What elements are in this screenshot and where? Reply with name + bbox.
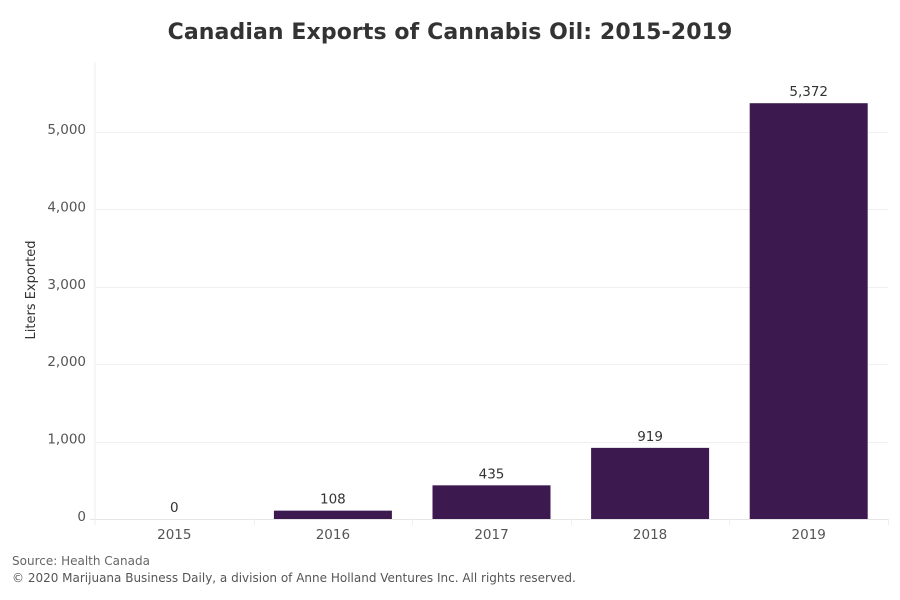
bar-2018[interactable] — [591, 447, 710, 519]
y-tick-label: 2,000 — [47, 354, 86, 370]
y-tick-label: 3,000 — [47, 277, 86, 293]
y-tick-label: 5,000 — [47, 122, 86, 138]
data-label-2018: 919 — [637, 429, 663, 445]
chart-title: Canadian Exports of Cannabis Oil: 2015-2… — [167, 20, 733, 45]
data-label-2019: 5,372 — [789, 84, 828, 100]
bar-2016[interactable] — [273, 510, 392, 519]
x-tick-label-2018: 2018 — [633, 527, 667, 543]
bars: 0 108 435 919 5,372 — [170, 84, 868, 519]
data-label-2015: 0 — [170, 500, 179, 516]
x-axis-ticks: 2015 2016 2017 2018 2019 — [157, 527, 826, 543]
y-tick-label: 4,000 — [47, 199, 86, 215]
data-label-2016: 108 — [320, 492, 346, 508]
source-note: Source: Health Canada — [12, 554, 150, 568]
bar-2019[interactable] — [749, 103, 868, 519]
copyright-note: © 2020 Marijuana Business Daily, a divis… — [12, 571, 576, 585]
y-tick-label: 1,000 — [47, 432, 86, 448]
bar-2017[interactable] — [432, 485, 551, 519]
x-tick-label-2016: 2016 — [316, 527, 350, 543]
x-tick-label-2017: 2017 — [474, 527, 508, 543]
x-tick-label-2019: 2019 — [792, 527, 826, 543]
data-label-2017: 435 — [479, 466, 505, 482]
x-tick-label-2015: 2015 — [157, 527, 191, 543]
y-axis-title: Liters Exported — [24, 240, 39, 339]
y-tick-label: 0 — [77, 509, 86, 525]
y-axis-ticks: 0 1,000 2,000 3,000 4,000 5,000 — [47, 122, 86, 525]
